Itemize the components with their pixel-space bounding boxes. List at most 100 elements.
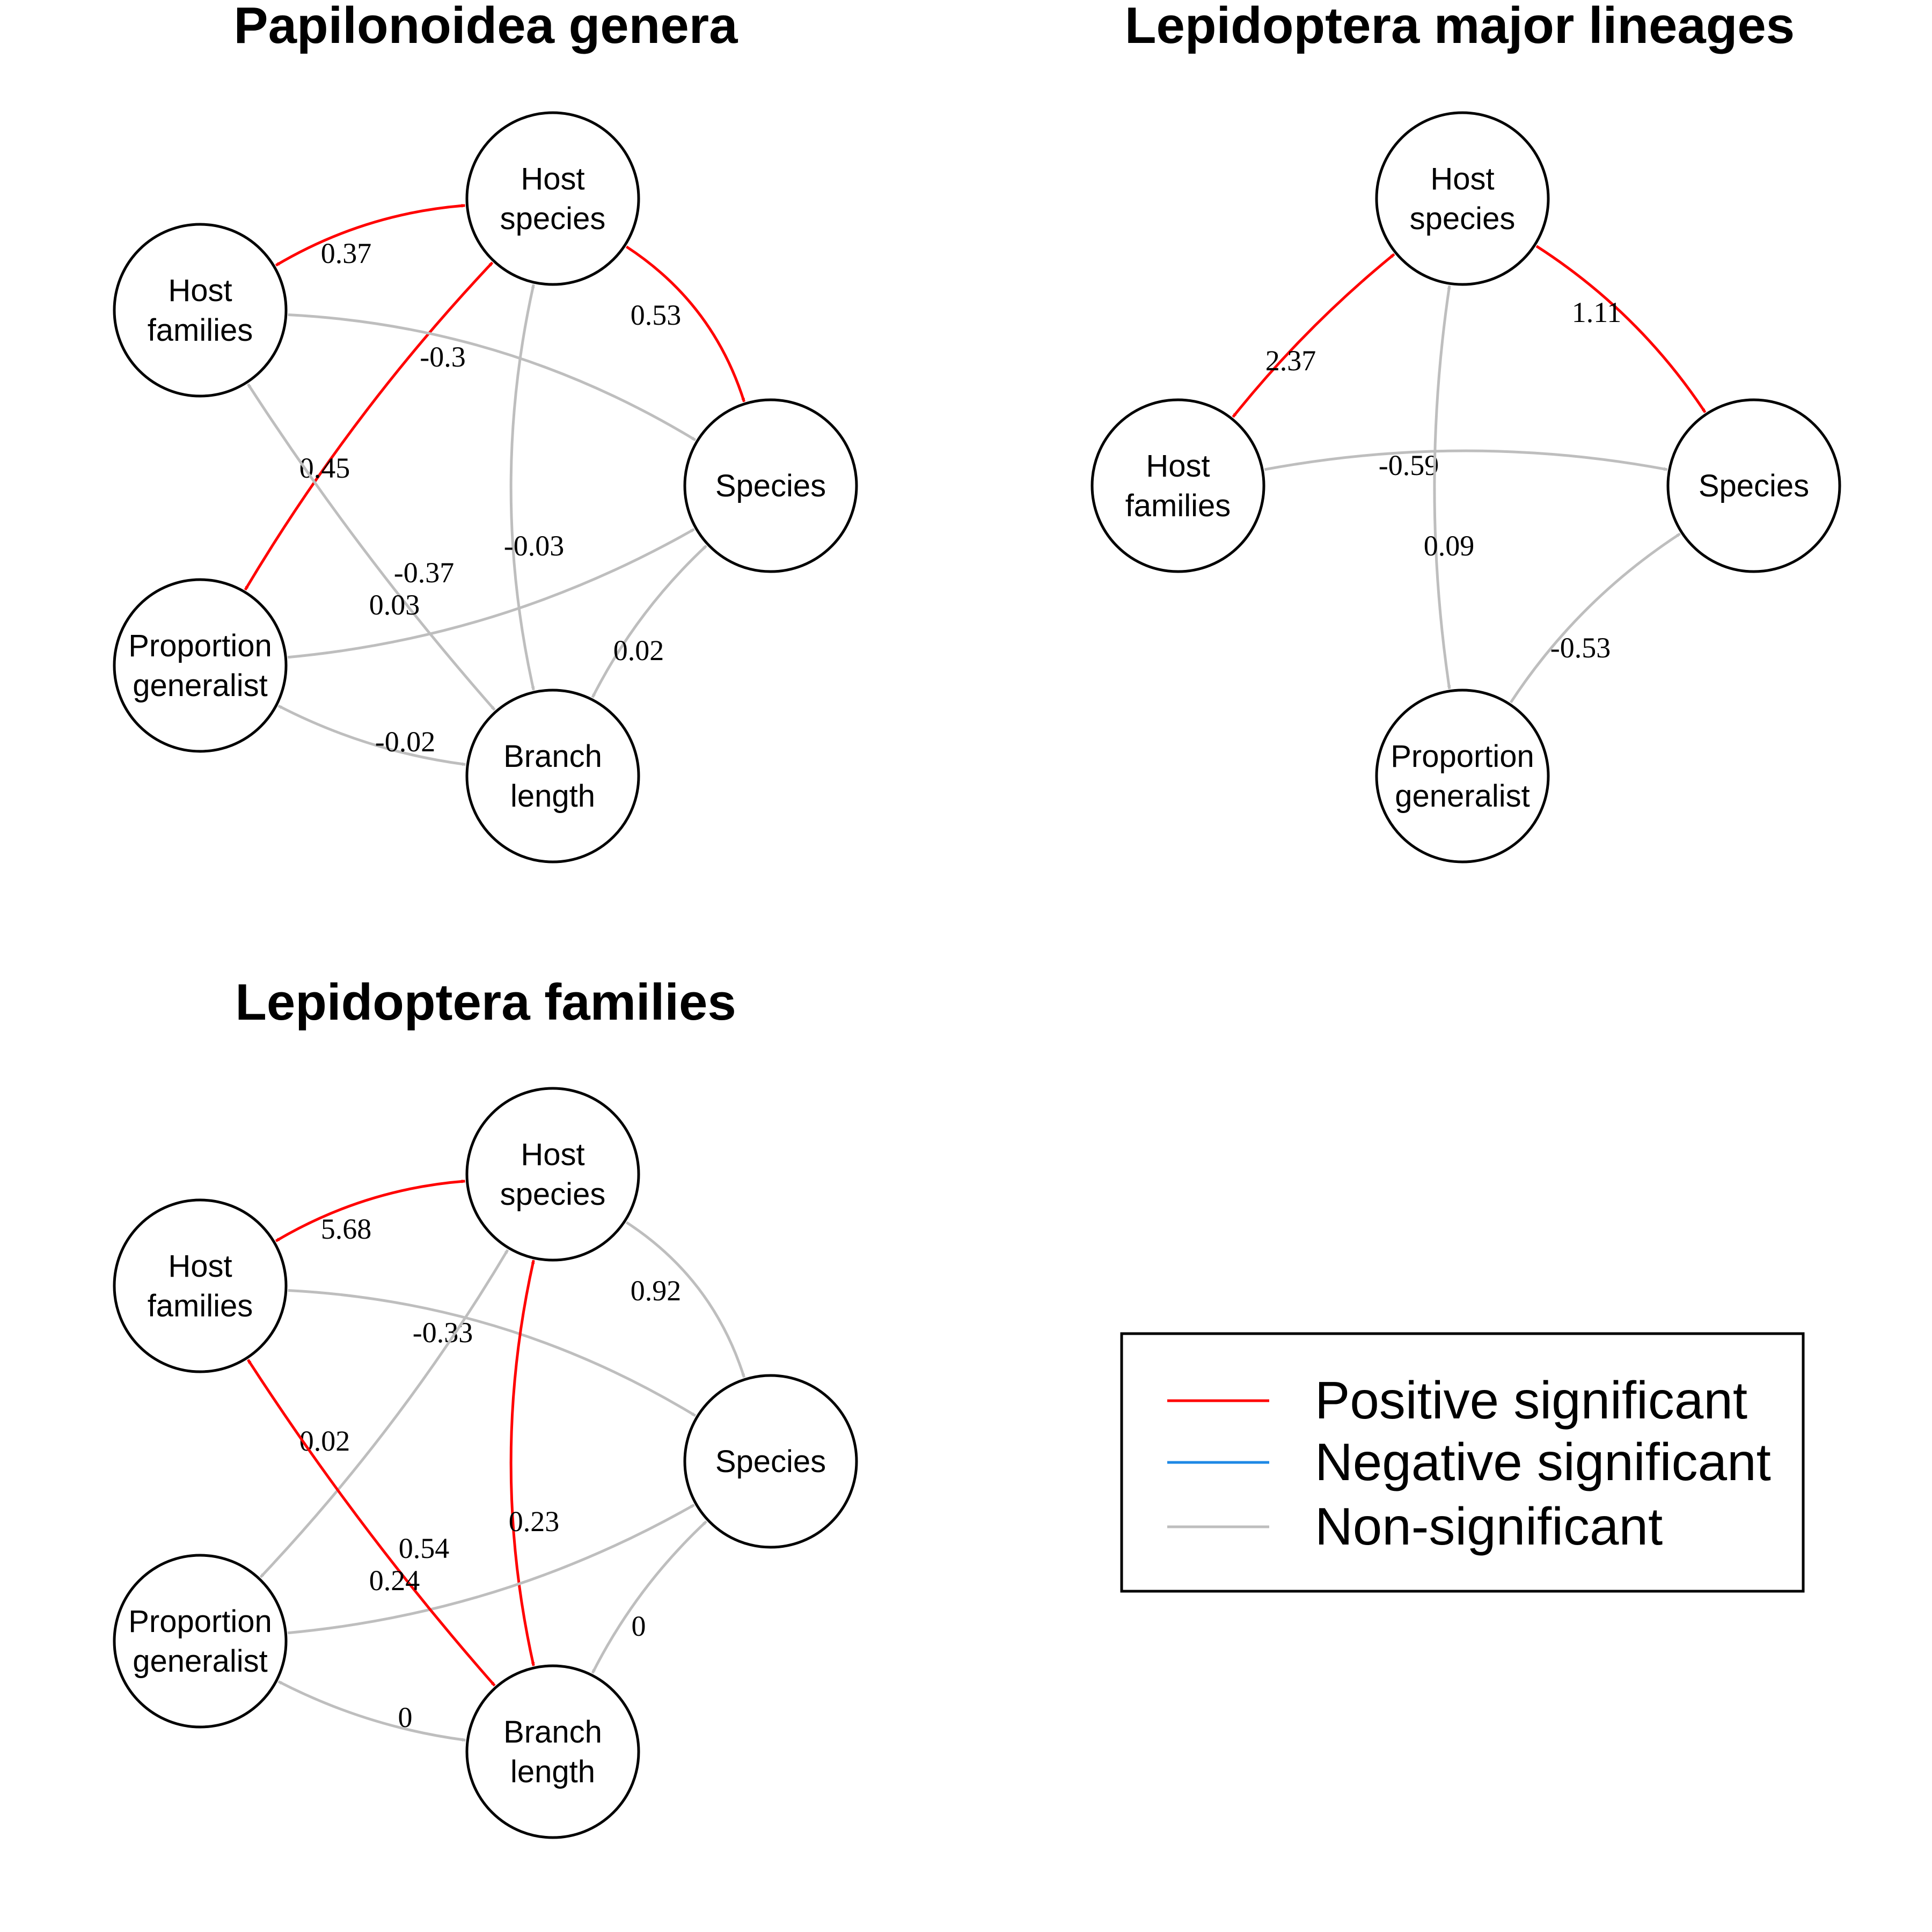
node-hf: Host families [1091,398,1265,573]
edge-label: 2.37 [1265,345,1316,377]
edge-label: -0.37 [394,557,454,589]
edge-hs-bl [509,284,535,691]
edge-hf-sp [1264,449,1668,471]
node-circle [465,1087,640,1262]
edge-label: 0.37 [321,237,372,269]
node-label: Branch [503,739,602,774]
node-label: families [148,313,253,348]
node-bl: Branch length [465,689,640,863]
node-circle [465,1664,640,1839]
node-circle [1091,398,1265,573]
edge-hs-sp [625,1221,745,1378]
node-label: length [510,1754,595,1789]
edge-label: 0 [398,1701,413,1733]
node-label: Proportion [128,1604,272,1639]
nodes: Host species Host families Species Proportion… [1091,111,1841,863]
node-label: Proportion [1391,739,1534,774]
node-circle [683,398,858,573]
node-label: Species [715,469,826,503]
node-hs: Host species [1375,111,1550,286]
node-circle [1375,689,1550,863]
node-label: species [1410,201,1516,236]
node-sp: Species [683,398,858,573]
nodes: Host species Host families Species Proportion… [113,111,858,863]
node-label: Species [715,1444,826,1479]
edge-label: 0 [632,1610,646,1642]
edge-pg-bl [277,704,466,766]
edge-label: -0.59 [1379,449,1439,481]
edge-label: 0.02 [299,1425,350,1457]
edges: 2.37 1.11 -0.59 0.09 -0.53 [1232,245,1707,704]
edge-hf-hs [275,203,466,267]
node-label: generalist [133,1644,267,1679]
node-hf: Host families [113,223,288,398]
node-circle [113,578,288,753]
node-circle [465,689,640,863]
edge-hs-sp [625,245,745,402]
node-label: generalist [1395,779,1529,814]
node-label: Host [168,273,232,308]
edge-label: 0.02 [613,634,664,667]
edge-label: 0.54 [399,1532,450,1564]
edge-hf-bl [247,383,496,711]
node-label: species [500,201,606,236]
edge-label: 0.23 [509,1505,560,1538]
node-bl: Branch length [465,1664,640,1839]
edge-label: -0.53 [1550,632,1611,664]
node-circle [1666,398,1841,573]
node-label: families [1125,488,1231,523]
node-label: Proportion [128,628,272,663]
node-circle [113,1198,288,1373]
panel-lepidoptera-families: Lepidoptera families 5.680.92-0.330.020.… [113,974,858,1839]
node-hs: Host species [465,1087,640,1262]
node-pg: Proportion generalist [1375,689,1550,863]
node-label: Host [1430,162,1494,196]
node-label: Host [168,1249,232,1284]
node-hs: Host species [465,111,640,286]
edge-hf-bl [247,1359,496,1687]
panel-title: Lepidoptera major lineages [1125,0,1795,54]
node-label: Host [521,162,584,196]
nodes: Host species Host families Species Proportion… [113,1087,858,1839]
node-circle [683,1374,858,1549]
legend-label-positive: Positive significant [1315,1371,1747,1430]
node-label: Host [521,1137,584,1172]
panel-title: Lepidoptera families [235,974,736,1031]
edge-hs-sp [1535,245,1707,413]
node-label: generalist [133,668,267,703]
node-label: length [510,779,595,814]
node-circle [113,1554,288,1729]
node-pg: Proportion generalist [113,1554,288,1729]
edge-hf-sp [288,1289,697,1417]
edge-label: 0.53 [631,299,682,331]
edge-label: 0.45 [299,452,350,484]
edge-label: 0.09 [1424,530,1475,562]
edge-hs-bl [509,1260,535,1666]
edges: 0.37 0.53 0.45 -0.3 -0.03 -0.370.03 0.02 -0.02 [244,203,745,766]
edge-hf-hs [275,1179,466,1242]
legend-label-nonsig: Non-significant [1315,1497,1663,1556]
legend-label-negative: Negative significant [1315,1432,1771,1491]
edge-label: 0.24 [369,1564,420,1597]
edge-label: -0.3 [420,341,465,373]
node-hf: Host families [113,1198,288,1373]
node-label: Species [1699,469,1809,503]
edge-label: 5.68 [321,1213,372,1245]
edge-hs-hf [1232,253,1395,418]
edge-bl-sp [591,1520,707,1674]
edge-hs-pg [1433,285,1451,690]
edge-label: 0.92 [631,1275,682,1307]
edge-hf-sp [288,313,697,442]
node-label: Host [1146,449,1210,484]
panel-lepidoptera-major-lineages: Lepidoptera major lineages 2.37 1.11 -0.59… [1091,0,1841,863]
node-circle [113,223,288,398]
edge-label: -0.02 [375,726,435,758]
edge-pg-sp [1509,532,1681,704]
edge-label: 1.11 [1572,296,1622,328]
node-label: Branch [503,1715,602,1750]
panel-papilonoidea-genera: Papilonoidea genera 0.37 0.53 0.45 -0.3 -0.0… [113,0,858,863]
node-sp: Species [683,1374,858,1549]
edge-hs-pg [259,1249,509,1578]
